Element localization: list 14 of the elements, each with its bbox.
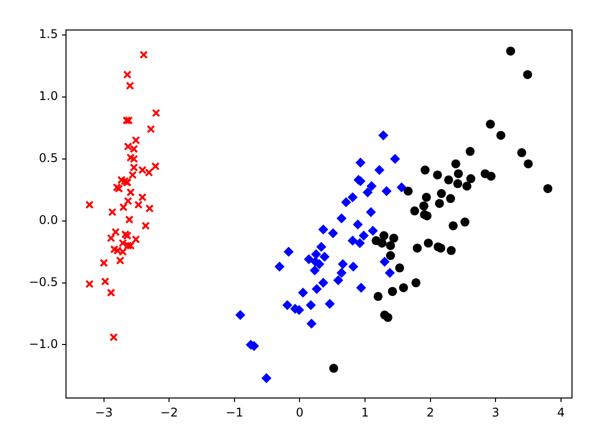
- x-tick-label: 3: [492, 405, 500, 420]
- x-tick-label: −3: [95, 405, 113, 420]
- y-tick-label: −0.5: [28, 274, 58, 289]
- y-tick-label: 1.0: [38, 89, 58, 104]
- x-tick-label: 1: [361, 405, 369, 420]
- x-tick-label: 0: [296, 405, 304, 420]
- x-tick-label: 2: [426, 405, 434, 420]
- y-tick-label: 0.5: [38, 150, 58, 165]
- y-tick-label: 1.5: [38, 27, 58, 42]
- y-tick-label: 0.0: [38, 212, 58, 227]
- x-tick-label: −2: [160, 405, 178, 420]
- x-tick-label: 4: [557, 405, 565, 420]
- x-tick-label: −1: [226, 405, 244, 420]
- y-tick-label: −1.0: [28, 336, 58, 351]
